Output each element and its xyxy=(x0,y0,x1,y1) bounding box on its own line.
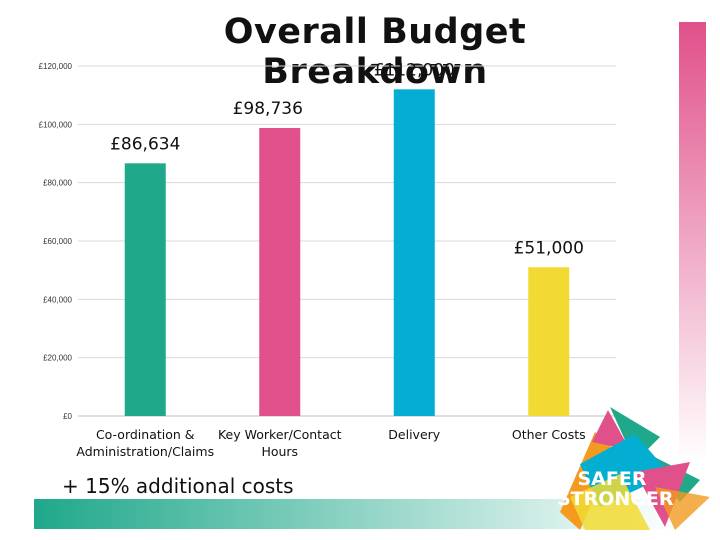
side-decoration-bar xyxy=(679,22,706,462)
safer-stronger-logo: SAFER STRONGER xyxy=(540,402,710,532)
bar xyxy=(124,163,166,416)
bar xyxy=(259,128,301,416)
logo-text-stronger: STRONGER xyxy=(557,488,674,510)
data-label: £98,736 xyxy=(233,99,303,119)
y-tick-label: £60,000 xyxy=(43,237,72,246)
x-tick-label: Other Costs xyxy=(512,427,586,442)
x-tick-label: Co-ordination & xyxy=(96,427,195,442)
additional-costs-note: + 15% additional costs xyxy=(62,474,294,498)
y-tick-label: £20,000 xyxy=(43,354,72,363)
bar xyxy=(393,89,435,416)
x-tick-label: Hours xyxy=(261,444,298,459)
logo-text-safer: SAFER xyxy=(577,468,647,490)
y-tick-label: £0 xyxy=(63,412,72,421)
x-tick-label: Key Worker/Contact xyxy=(218,427,342,442)
bar xyxy=(528,267,570,416)
data-label: £86,634 xyxy=(110,134,180,154)
y-tick-label: £40,000 xyxy=(43,295,72,304)
data-label: £112,000 xyxy=(374,60,455,80)
y-tick-label: £80,000 xyxy=(43,179,72,188)
x-tick-label: Administration/Claims xyxy=(76,444,214,459)
chart-title: Overall Budget Breakdown xyxy=(223,12,527,92)
x-tick-label: Delivery xyxy=(388,427,440,442)
y-tick-label: £120,000 xyxy=(39,62,73,71)
y-tick-label: £100,000 xyxy=(39,120,73,129)
data-label: £51,000 xyxy=(514,238,584,258)
